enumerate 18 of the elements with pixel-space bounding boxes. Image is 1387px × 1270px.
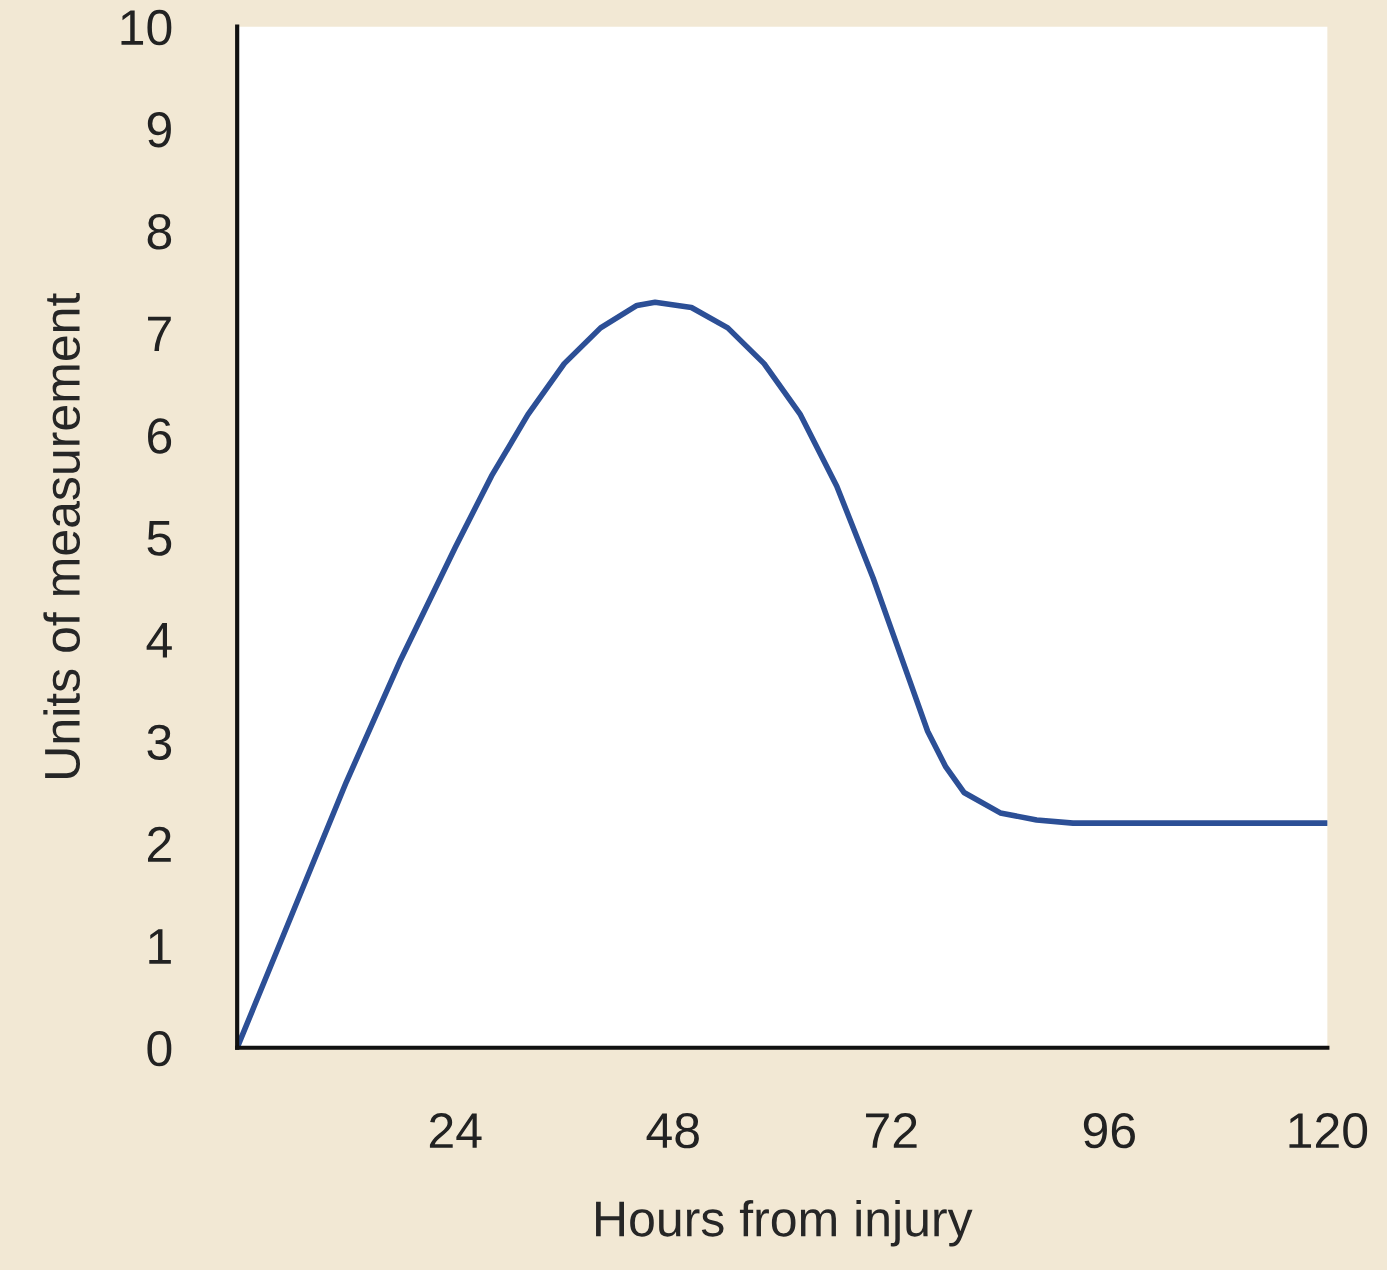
x-tick-label: 24 <box>429 1112 482 1148</box>
y-axis-title: Units of measurement <box>43 293 81 778</box>
y-tick-label: 6 <box>148 418 172 454</box>
y-tick-label: 0 <box>147 1030 172 1067</box>
y-tick-label: 1 <box>149 929 171 964</box>
y-tick-label: 10 <box>121 9 172 46</box>
x-tick-label: 96 <box>1083 1112 1135 1149</box>
y-tick-label: 7 <box>148 316 171 352</box>
y-tick-label: 5 <box>147 520 172 556</box>
y-tick-label: 2 <box>148 826 171 862</box>
y-tick-label: 8 <box>147 214 172 250</box>
y-tick-label: 4 <box>146 623 172 658</box>
x-axis-title: Hours from injury <box>596 1199 973 1247</box>
x-tick-label: 120 <box>1289 1112 1368 1149</box>
y-tick-label: 9 <box>147 111 171 148</box>
x-tick-label: 48 <box>646 1112 699 1149</box>
x-tick-label: 72 <box>866 1112 917 1148</box>
y-tick-label: 3 <box>147 724 172 761</box>
